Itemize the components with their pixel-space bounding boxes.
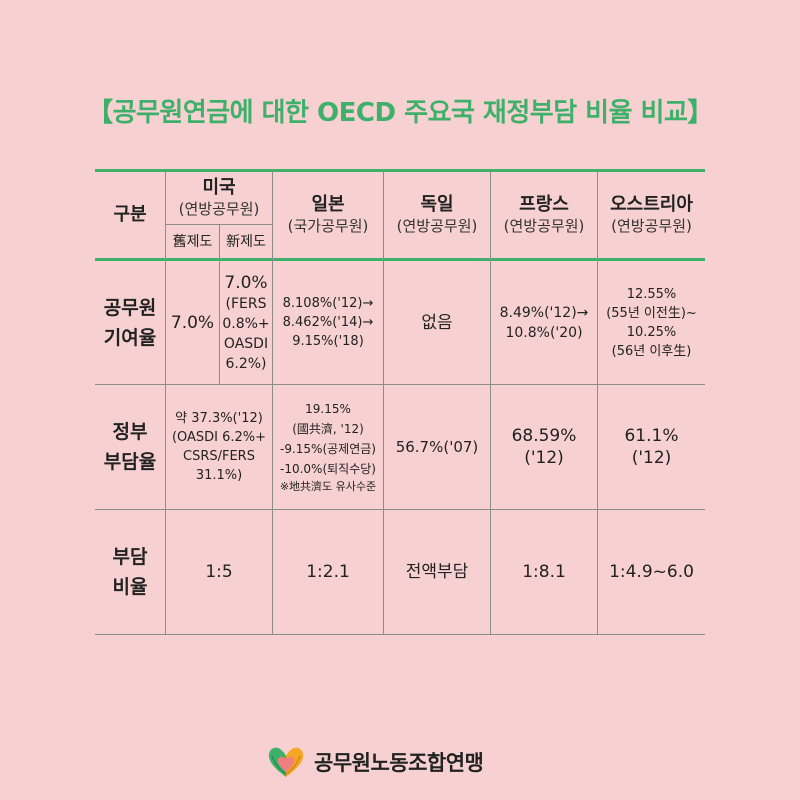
union-name: 공무원노동조합연맹: [314, 751, 484, 775]
header-japan: 일본 (국가공무원): [273, 172, 383, 258]
header-usa-old: 舊제도: [166, 225, 219, 258]
row-label-ratio-line2: 비율: [112, 576, 148, 598]
cell-contribution-usa-new: 7.0% (FERS 0.8%+ OASDI 6.2%): [220, 261, 272, 384]
cell-line: (FERS: [225, 295, 267, 312]
cell-ratio-austria-value: 1:4.9~6.0: [609, 562, 694, 582]
cell-line: CSRS/FERS: [183, 449, 255, 464]
header-japan-name: 일본: [311, 194, 345, 215]
row-divider-1: [95, 384, 705, 385]
header-usa-new-label: 新제도: [226, 233, 266, 250]
header-germany-sub: (연방공무원): [396, 217, 478, 235]
header-germany-name: 독일: [420, 194, 454, 215]
usa-subheader-divider: [165, 224, 272, 225]
cell-contribution-germany: 없음: [384, 261, 490, 384]
col-divider-4: [490, 171, 491, 634]
cell-line: -9.15%(공제연금): [280, 442, 376, 456]
header-usa-name: 미국: [202, 177, 236, 198]
cell-line: 10.8%('20): [505, 324, 583, 341]
row-label-contribution-line2: 기여율: [103, 326, 157, 349]
table-bottom-border: [95, 634, 705, 635]
cell-line: ('12): [524, 448, 564, 468]
cell-government-germany-value: 56.7%('07): [395, 437, 479, 456]
cell-ratio-japan: 1:2.1: [273, 510, 383, 634]
col-divider-2: [272, 171, 273, 634]
cell-line: 10.25%: [626, 324, 677, 340]
row-label-government-line2: 부담율: [103, 451, 157, 473]
cell-ratio-germany: 전액부담: [384, 510, 490, 634]
header-usa: 미국 (연방공무원): [166, 172, 272, 224]
cell-contribution-usa-old: 7.0%: [166, 261, 219, 384]
cell-government-france: 68.59% ('12): [491, 385, 597, 509]
header-france-name: 프랑스: [519, 194, 569, 215]
cell-ratio-france: 1:8.1: [491, 510, 597, 634]
usa-subcol-divider: [219, 225, 220, 384]
cell-line: 19.15%: [305, 402, 351, 416]
header-usa-new: 新제도: [220, 225, 272, 258]
cell-line: 0.8%+: [222, 315, 270, 332]
row-label-government: 정부 부담율: [95, 385, 165, 509]
header-usa-old-label: 舊제도: [172, 233, 213, 250]
header-category: 구분: [95, 172, 165, 258]
cell-contribution-france: 8.49%('12)→ 10.8%('20): [491, 261, 597, 384]
cell-line: 68.59%: [511, 426, 577, 446]
header-france: 프랑스 (연방공무원): [491, 172, 597, 258]
col-divider-5: [597, 171, 598, 634]
cell-line: (OASDI 6.2%+: [171, 430, 267, 445]
header-austria-sub: (연방공무원): [611, 217, 692, 235]
cell-ratio-usa: 1:5: [166, 510, 272, 634]
cell-government-germany: 56.7%('07): [384, 385, 490, 509]
row-label-government-line1: 정부: [112, 421, 148, 443]
cell-line: 61.1%: [624, 426, 679, 446]
header-france-sub: (연방공무원): [503, 217, 585, 235]
cell-line: ('12): [631, 448, 672, 468]
header-austria: 오스트리아 (연방공무원): [598, 172, 705, 258]
cell-line: 31.1%): [195, 468, 243, 483]
cell-ratio-france-value: 1:8.1: [522, 562, 566, 582]
cell-contribution-usa-old-value: 7.0%: [170, 312, 215, 333]
cell-government-japan: 19.15% (國共濟, '12) -9.15%(공제연금) -10.0%(퇴직…: [273, 385, 383, 509]
hands-heart-icon: [268, 747, 304, 777]
header-bottom-border: [95, 258, 705, 261]
header-germany: 독일 (연방공무원): [384, 172, 490, 258]
cell-note: ※地共濟도 유사수준: [279, 480, 377, 493]
row-label-ratio-line1: 부담: [112, 546, 148, 568]
row-label-contribution: 공무원 기여율: [95, 261, 165, 384]
table-top-border: [95, 169, 705, 172]
cell-contribution-japan: 8.108%('12)→ 8.462%('14)→ 9.15%('18): [273, 261, 383, 384]
cell-government-austria: 61.1% ('12): [598, 385, 705, 509]
header-category-label: 구분: [113, 204, 147, 225]
cell-line: 약 37.3%('12): [175, 411, 263, 426]
cell-line: (55년 이전生)~: [606, 305, 697, 321]
cell-contribution-germany-value: 없음: [421, 312, 453, 333]
row-label-ratio: 부담 비율: [95, 510, 165, 634]
row-label-contribution-line1: 공무원: [103, 296, 157, 319]
row-divider-2: [95, 509, 705, 510]
cell-line: OASDI: [223, 335, 269, 352]
cell-line: -10.0%(퇴직수당): [280, 462, 376, 476]
header-austria-name: 오스트리아: [610, 194, 693, 215]
cell-line: 12.55%: [626, 286, 677, 302]
cell-ratio-usa-value: 1:5: [205, 562, 233, 582]
cell-contribution-austria: 12.55% (55년 이전生)~ 10.25% (56년 이후生): [598, 261, 705, 384]
header-japan-sub: (국가공무원): [287, 217, 369, 235]
cell-line: (56년 이후生): [611, 343, 692, 359]
cell-ratio-japan-value: 1:2.1: [306, 562, 350, 582]
col-divider-3: [383, 171, 384, 634]
cell-line: 6.2%): [225, 355, 267, 372]
cell-line: 9.15%('18): [292, 334, 364, 349]
cell-government-usa: 약 37.3%('12) (OASDI 6.2%+ CSRS/FERS 31.1…: [166, 385, 272, 509]
cell-line: 8.49%('12)→: [499, 304, 589, 321]
cell-ratio-austria: 1:4.9~6.0: [598, 510, 705, 634]
cell-line: 8.462%('14)→: [282, 315, 374, 330]
page-title: 【공무원연금에 대한 OECD 주요국 재정부담 비율 비교】: [87, 98, 713, 128]
cell-line: 7.0%: [224, 272, 268, 293]
cell-line: (國共濟, '12): [292, 422, 364, 436]
cell-line: 8.108%('12)→: [282, 296, 374, 311]
header-usa-sub: (연방공무원): [178, 200, 260, 218]
cell-ratio-germany-value: 전액부담: [405, 562, 469, 582]
union-logo: 공무원노동조합연맹: [266, 742, 484, 782]
col-divider-1: [165, 171, 166, 634]
